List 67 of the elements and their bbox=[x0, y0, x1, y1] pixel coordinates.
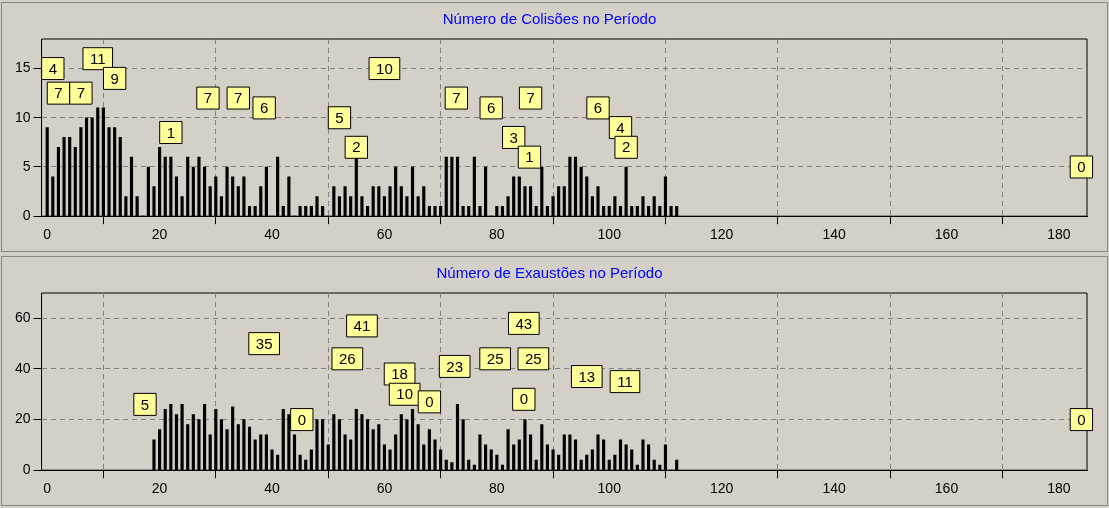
annotation: 23 bbox=[446, 357, 464, 375]
y-tick-label: 0 bbox=[22, 461, 31, 478]
annotation: 7 bbox=[76, 84, 86, 102]
y-tick-label: 20 bbox=[14, 410, 31, 427]
x-tick-label: 180 bbox=[1047, 480, 1071, 497]
annotation: 4 bbox=[48, 59, 57, 77]
annotation: 9 bbox=[110, 69, 119, 87]
annotation: 2 bbox=[621, 138, 631, 156]
x-tick-label: 100 bbox=[597, 480, 622, 497]
x-tick-label: 120 bbox=[709, 226, 734, 243]
annotation: 0 bbox=[425, 392, 434, 410]
annotation: 35 bbox=[255, 334, 273, 352]
x-tick-label: 80 bbox=[489, 480, 505, 497]
x-tick-label: 120 bbox=[709, 480, 734, 497]
annotation: 43 bbox=[515, 314, 533, 332]
y-tick-label: 15 bbox=[14, 59, 31, 76]
annotation: 25 bbox=[486, 349, 504, 367]
x-tick-label: 40 bbox=[264, 226, 281, 243]
x-tick-label: 20 bbox=[151, 226, 168, 243]
x-tick-label: 100 bbox=[597, 226, 622, 243]
y-tick-label: 60 bbox=[14, 309, 31, 326]
annotation: 7 bbox=[234, 89, 243, 107]
annotation: 4 bbox=[616, 118, 625, 136]
y-tick-label: 10 bbox=[14, 108, 31, 125]
y-tick-label: 0 bbox=[22, 207, 31, 224]
x-tick-label: 0 bbox=[43, 226, 52, 243]
x-tick-label: 140 bbox=[822, 480, 846, 497]
x-tick-label: 140 bbox=[822, 226, 846, 243]
x-tick-label: 160 bbox=[934, 226, 959, 243]
annotation: 5 bbox=[335, 108, 344, 126]
annotation: 6 bbox=[593, 99, 603, 117]
annotation: 0 bbox=[519, 390, 528, 408]
annotation: 7 bbox=[452, 89, 461, 107]
annotation: 3 bbox=[509, 128, 518, 146]
chart-title: Número de Colisões no Período bbox=[442, 10, 657, 28]
x-tick-label: 20 bbox=[151, 480, 168, 497]
y-tick-label: 5 bbox=[22, 157, 31, 174]
annotation: 26 bbox=[338, 349, 356, 367]
annotation: 41 bbox=[353, 317, 371, 335]
x-tick-label: 80 bbox=[489, 226, 505, 243]
annotation: 13 bbox=[578, 367, 596, 385]
x-tick-label: 160 bbox=[934, 480, 959, 497]
annotation: 7 bbox=[526, 89, 535, 107]
annotation: 5 bbox=[140, 395, 150, 413]
x-tick-label: 0 bbox=[43, 480, 52, 497]
x-tick-label: 60 bbox=[376, 480, 393, 497]
x-tick-label: 180 bbox=[1047, 226, 1071, 243]
annotation: 0 bbox=[1077, 410, 1086, 428]
x-tick-label: 40 bbox=[264, 480, 281, 497]
chart-title: Número de Exaustões no Período bbox=[436, 264, 663, 282]
annotation: 10 bbox=[376, 59, 393, 77]
annotation: 6 bbox=[259, 99, 269, 117]
annotation: 6 bbox=[487, 99, 496, 117]
annotation: 1 bbox=[166, 123, 176, 141]
annotation: 10 bbox=[396, 385, 414, 403]
annotation: 11 bbox=[617, 372, 633, 390]
annotation: 2 bbox=[352, 138, 361, 156]
annotation: 18 bbox=[391, 365, 408, 383]
annotation: 0 bbox=[297, 410, 306, 428]
annotation: 1 bbox=[525, 148, 534, 166]
annotation: 0 bbox=[1077, 158, 1086, 176]
annotation: 11 bbox=[89, 49, 106, 67]
annotation: 25 bbox=[525, 349, 542, 367]
annotation: 7 bbox=[54, 84, 63, 102]
y-tick-label: 40 bbox=[14, 359, 31, 376]
annotation: 7 bbox=[203, 89, 213, 107]
x-tick-label: 60 bbox=[376, 226, 393, 243]
